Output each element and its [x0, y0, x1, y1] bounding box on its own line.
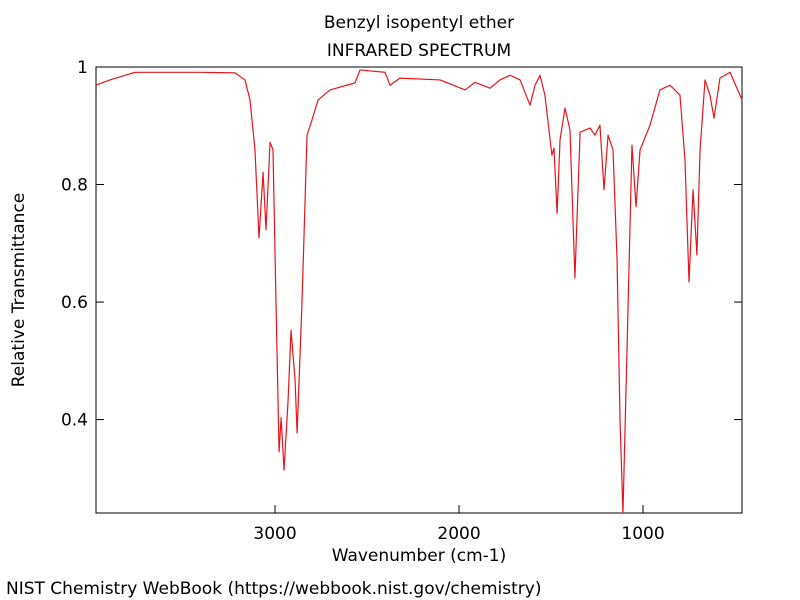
footer: NIST Chemistry WebBook (https://webbook.…	[6, 579, 541, 599]
x-tick-label: 2000	[437, 524, 480, 544]
y-tick-label: 0.4	[61, 411, 88, 431]
y-axis-label: Relative Transmittance	[9, 193, 29, 388]
plot-frame	[95, 66, 743, 514]
y-tick-label: 0.8	[61, 176, 88, 196]
x-tick-label: 1000	[621, 524, 664, 544]
x-axis-label: Wavenumber (cm-1)	[332, 546, 507, 566]
spectrum-line	[95, 69, 743, 514]
x-tick-label: 3000	[253, 524, 296, 544]
chart-subtitle: INFRARED SPECTRUM	[327, 41, 511, 61]
y-tick-label: 1	[77, 58, 88, 78]
y-tick-label: 0.6	[61, 293, 88, 313]
chart-title: Benzyl isopentyl ether	[324, 13, 514, 33]
